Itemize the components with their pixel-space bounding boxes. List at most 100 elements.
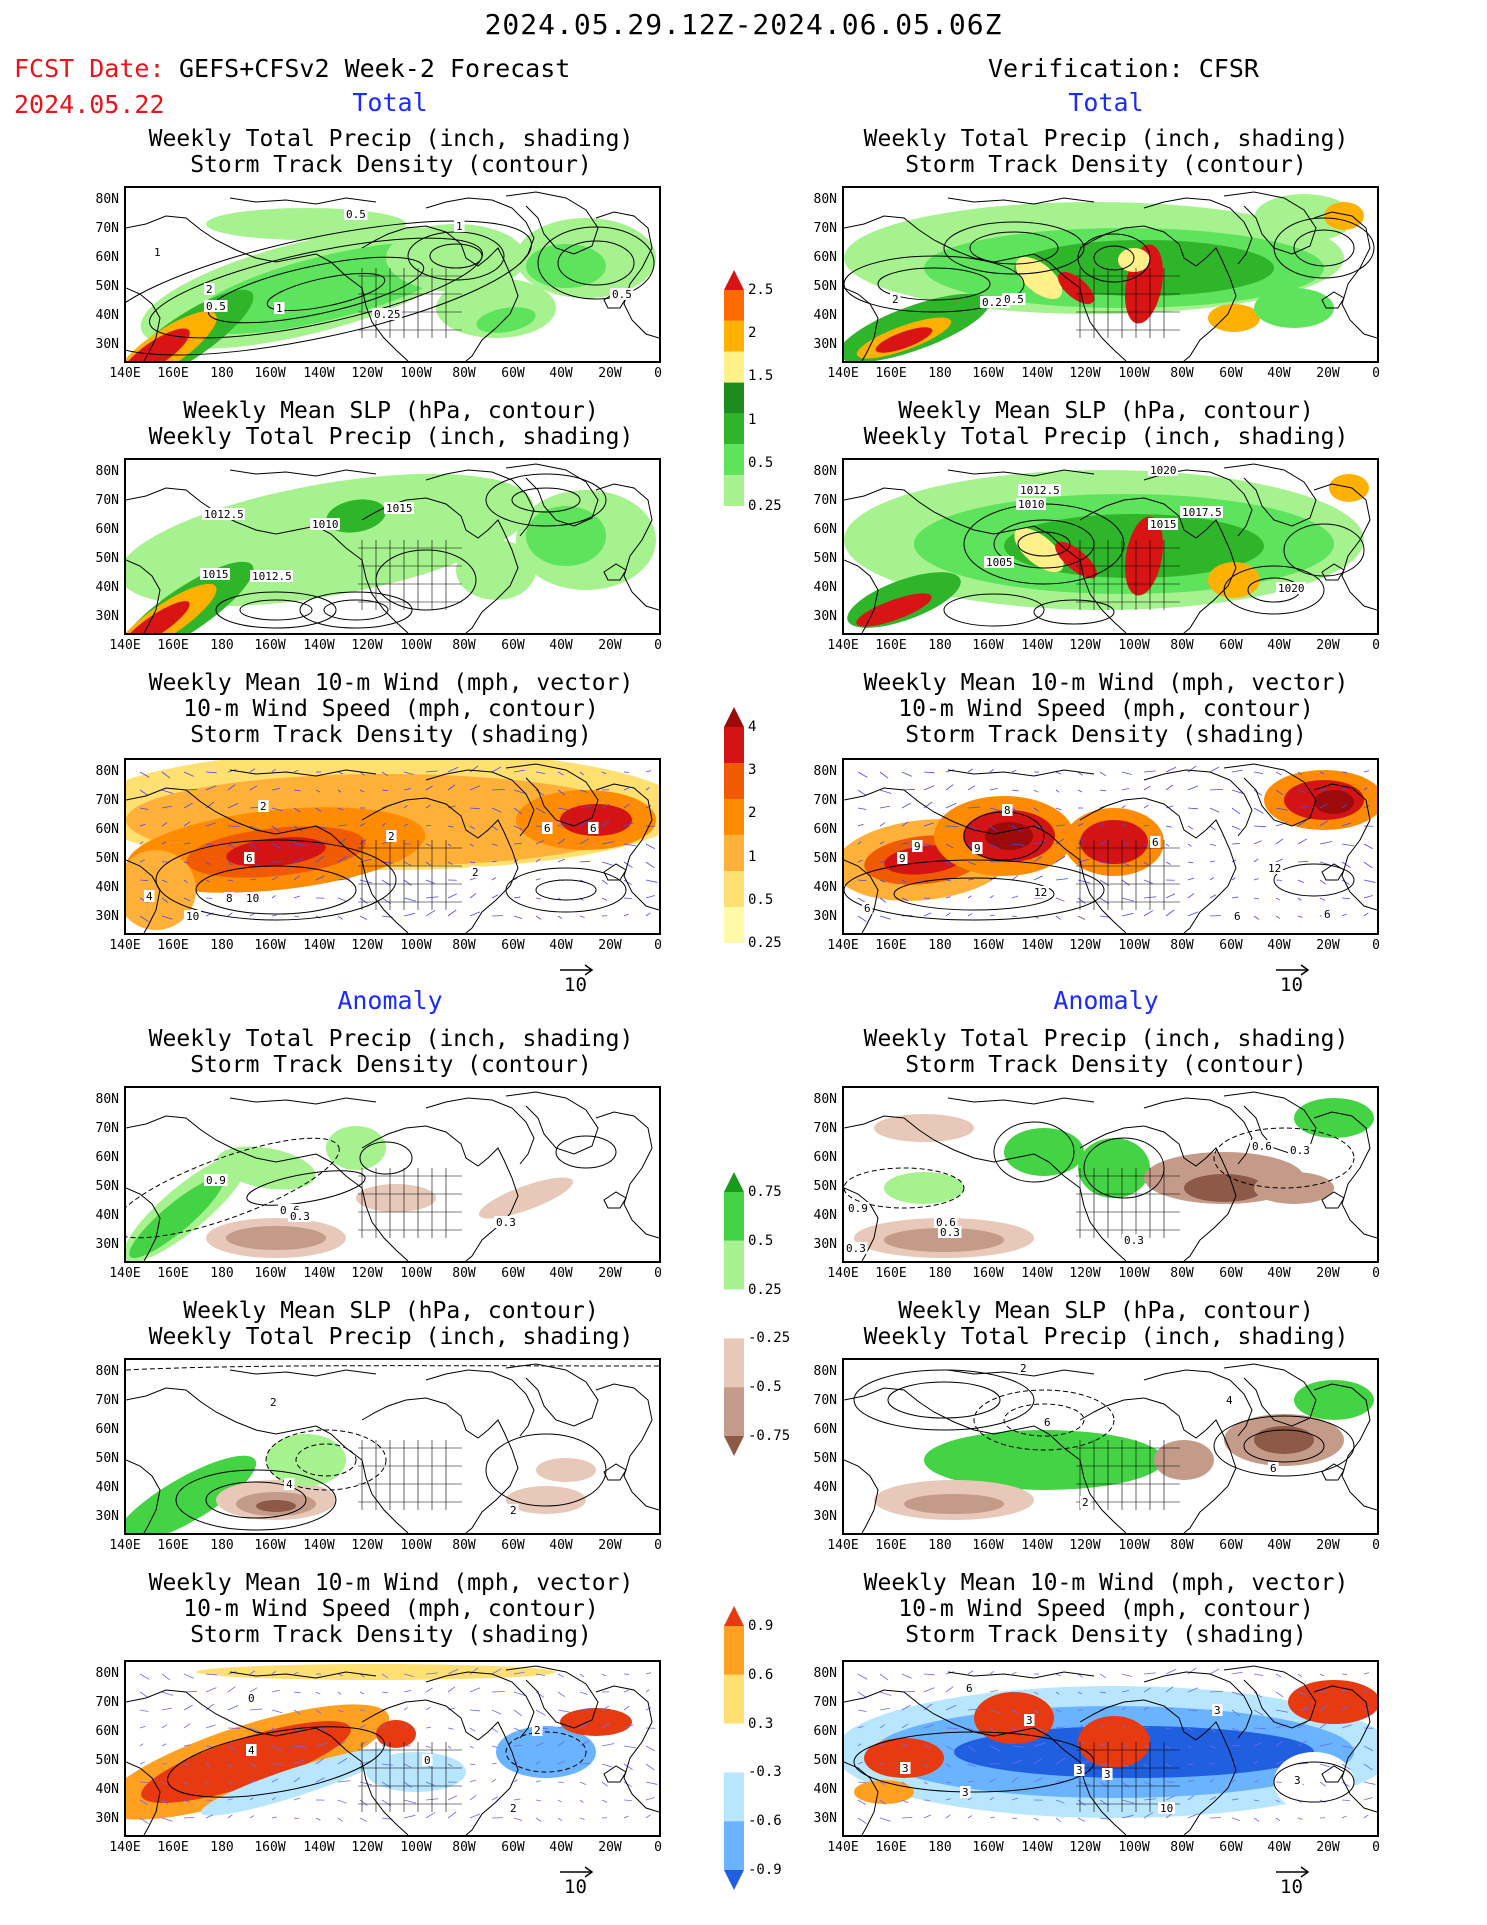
lon-tick-label: 160E: [875, 638, 907, 653]
wind-vector: [249, 1780, 257, 1783]
wind-vector: [271, 1689, 280, 1693]
map-fcst-anom-wind: 4 2 0 0 2: [124, 1660, 661, 1837]
wind-vector: [183, 861, 189, 864]
wind-vector: [1275, 915, 1281, 920]
contour-line: [1077, 233, 1151, 283]
wind-vector: [989, 1689, 998, 1693]
lon-tick-label: 140W: [303, 1266, 335, 1281]
shading-area: [924, 1430, 1164, 1490]
contour-label-bg: [202, 508, 245, 520]
wind-vector: [645, 1797, 655, 1801]
wind-vector: [227, 1814, 233, 1819]
colorbar-label: 0.25: [748, 935, 782, 951]
lon-tick-label: 20W: [1316, 366, 1340, 381]
wind-vector: [139, 1799, 149, 1805]
shading-area: [884, 1172, 964, 1204]
shading-area: [1254, 1172, 1334, 1204]
contour-line: [555, 1135, 617, 1169]
contour-label-bg: [246, 1744, 257, 1756]
wind-vector: [923, 801, 933, 809]
wind-vector: [579, 1799, 584, 1803]
wind-vector: [381, 1799, 391, 1806]
lon-tick-label: 120W: [351, 638, 383, 653]
wind-vector: [1165, 1668, 1177, 1675]
wind-vector: [557, 1709, 571, 1713]
colorbar-label: -0.3: [748, 1764, 782, 1781]
wind-vector: [1209, 877, 1214, 881]
wind-vector: [923, 843, 932, 846]
wind-vector: [1077, 897, 1086, 904]
coastline: [505, 463, 599, 527]
coastline: [1313, 1685, 1377, 1813]
wind-vector: [513, 807, 523, 815]
wind-vector: [1363, 1707, 1370, 1711]
wind-vector: [1253, 825, 1266, 828]
contour-line: [1273, 863, 1355, 897]
wind-vector: [425, 1745, 431, 1749]
lon-tick-label: 160E: [157, 366, 189, 381]
wind-vector: [557, 858, 565, 863]
wind-vector: [1121, 823, 1127, 827]
wind-vector: [205, 1814, 214, 1819]
wind-vector: [337, 856, 348, 863]
wind-vector: [1187, 825, 1194, 830]
lon-tick-label: 180: [928, 1266, 952, 1281]
lon-tick-label: 20W: [1316, 1840, 1340, 1855]
wind-vector: [1077, 1724, 1084, 1729]
wind-vector: [469, 1687, 481, 1693]
shading-area: [536, 1458, 596, 1482]
contour-label: 3: [1026, 1714, 1033, 1727]
wind-vector: [1187, 785, 1199, 791]
lon-tick-label: 180: [210, 1538, 234, 1553]
lat-tick-label: 50N: [813, 1451, 837, 1466]
wind-vector: [557, 789, 566, 796]
contour-label-bg: [1292, 1774, 1303, 1786]
contour-label: 0.3: [290, 1210, 310, 1223]
colorbar-swatch: [724, 943, 744, 963]
wind-vector: [1011, 895, 1018, 899]
coastline: [505, 1091, 599, 1155]
wind-vector: [1077, 1673, 1083, 1678]
wind-vector: [1297, 771, 1303, 776]
wind-vector: [557, 1817, 563, 1822]
wind-vector: [337, 1709, 344, 1713]
coastline: [126, 1689, 409, 1835]
wind-vector: [1187, 765, 1197, 773]
contour-label: 1012.5: [204, 508, 244, 521]
wind-vector: [1077, 1691, 1083, 1695]
wind-vector: [161, 897, 169, 903]
wind-vector: [623, 1781, 632, 1787]
coastline: [844, 1761, 879, 1835]
shading-area: [985, 822, 1033, 850]
wind-vector: [1055, 838, 1065, 845]
contour-label-bg: [542, 822, 553, 834]
map-fcst-total-wind: 2 6 6 6 4 8 10 10 2 2: [124, 758, 661, 935]
wind-vector: [1011, 1759, 1023, 1765]
lat-tick-label: 70N: [95, 793, 119, 808]
wind-vector: [1275, 1760, 1283, 1765]
wind-vector: [535, 1760, 541, 1765]
wind-vector: [857, 1673, 868, 1680]
contour-label-bg: [204, 283, 215, 295]
wind-vector: [271, 1670, 277, 1675]
coastline: [844, 1115, 1127, 1261]
lat-tick-label: 50N: [813, 1753, 837, 1768]
wind-vector: [1231, 1745, 1240, 1747]
wind-vector: [1165, 1727, 1172, 1730]
coastline: [126, 287, 161, 361]
wind-vector: [249, 1727, 261, 1733]
colorbar-swatch: [724, 835, 744, 871]
wind-vector: [1099, 822, 1104, 827]
wind-vector: [1363, 912, 1369, 917]
contour-line: [239, 599, 313, 621]
vector-reference-label: 10: [1280, 1876, 1303, 1898]
lon-tick-label: 80W: [452, 366, 476, 381]
contour-line: [853, 1369, 1035, 1431]
title-line: 10-m Wind Speed (mph, contour): [183, 696, 599, 722]
wind-vector: [1363, 1689, 1368, 1693]
map-ver-anom-precip: 0.9 0.3 0.6 0.3 0.6 0.3 0.3: [842, 1086, 1379, 1263]
wind-vector: [293, 1817, 300, 1820]
wind-vector: [1341, 822, 1352, 827]
wind-vector: [1341, 897, 1350, 900]
lon-tick-label: 140W: [1021, 1840, 1053, 1855]
